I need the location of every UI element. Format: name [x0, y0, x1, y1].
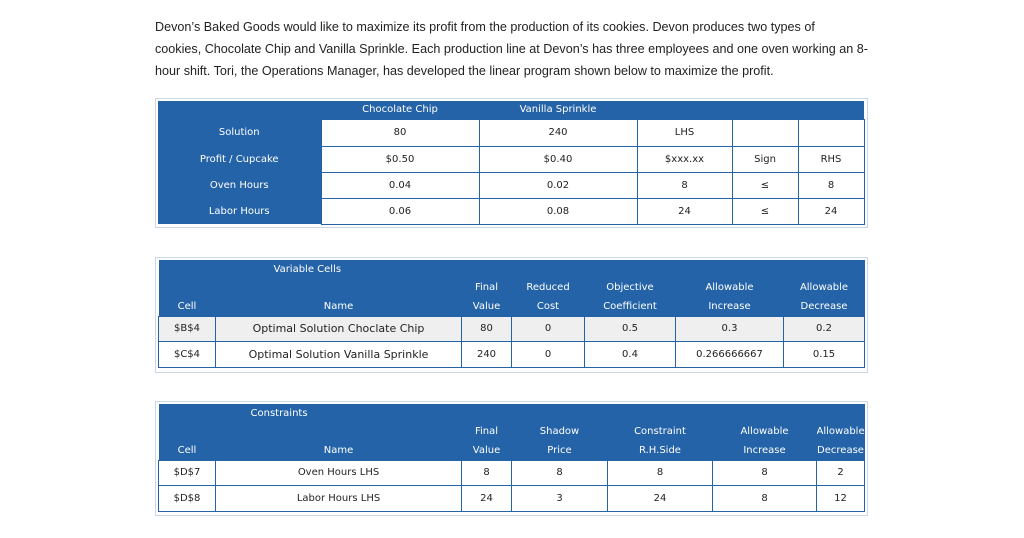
cell-increase: 8: [712, 459, 817, 486]
lp-cell: 80: [320, 118, 480, 147]
header-decrease-1: Allowable: [783, 278, 865, 297]
cell-final: 24: [461, 484, 512, 512]
cell-reduced: 0: [511, 340, 585, 368]
lp-table: Chocolate Chip Vanilla Sprinkle Solution…: [158, 101, 865, 225]
header-final-2: Value: [461, 297, 512, 316]
lp-cell: 8: [636, 171, 733, 199]
header-reduced-2: Cost: [511, 297, 585, 316]
cell-reduced: 0: [511, 315, 585, 342]
cell-ref: $C$4: [158, 340, 216, 368]
cell-name: Optimal Solution Choclate Chip: [215, 315, 462, 342]
lp-cell: ≤: [731, 197, 799, 225]
cell-shadow: 3: [511, 484, 608, 512]
constraints-title: Constraints: [215, 404, 462, 422]
lp-cell: 240: [478, 118, 638, 147]
cell-increase: 0.3: [675, 315, 784, 342]
table-row: $B$4 Optimal Solution Choclate Chip 80 0…: [158, 315, 865, 342]
lp-cell: [797, 118, 865, 147]
cell-final: 80: [461, 315, 512, 342]
header-reduced-1: Reduced: [511, 278, 585, 297]
header-cell: Cell: [158, 441, 216, 460]
header-decrease-1: Allowable: [816, 422, 865, 441]
header-shadow-2: Price: [511, 441, 608, 460]
header-objective-1: Objective: [584, 278, 676, 297]
header-final-2: Value: [461, 441, 512, 460]
cell-decrease: 0.2: [783, 315, 865, 342]
header-decrease-2: Decrease: [816, 441, 865, 460]
lp-cell: 0.06: [320, 197, 480, 225]
header-cell: Cell: [158, 297, 216, 316]
lp-cell: 0.02: [478, 171, 638, 199]
cell-ref: $D$8: [158, 484, 216, 512]
cell-shadow: 8: [511, 459, 608, 486]
constraints-table: Constraints Final Shadow Constraint Allo…: [158, 404, 865, 512]
cell-objective: 0.5: [584, 315, 676, 342]
header-decrease-2: Decrease: [783, 297, 865, 316]
lp-cell: ≤: [731, 171, 799, 199]
lp-row-label: Oven Hours: [158, 172, 321, 198]
cell-increase: 0.266666667: [675, 340, 784, 368]
header-increase-2: Increase: [675, 297, 784, 316]
intro-line-2: cookies, Chocolate Chip and Vanilla Spri…: [155, 42, 868, 56]
header-increase-2: Increase: [712, 441, 817, 460]
lp-cell: 8: [797, 171, 865, 199]
constraints-frame: [155, 401, 868, 516]
lp-header-vanilla-sprinkle: Vanilla Sprinkle: [479, 101, 637, 119]
table-row: $C$4 Optimal Solution Vanilla Sprinkle 2…: [158, 340, 865, 368]
header-increase-1: Allowable: [712, 422, 817, 441]
cell-rhs: 24: [607, 484, 713, 512]
lp-cell: $0.40: [478, 145, 638, 173]
cell-name: Oven Hours LHS: [215, 459, 462, 486]
variable-cells-title: Variable Cells: [215, 260, 462, 278]
lp-cell: 24: [636, 197, 733, 225]
lp-cell: RHS: [797, 145, 865, 173]
cell-name: Optimal Solution Vanilla Sprinkle: [215, 340, 462, 368]
cell-decrease: 0.15: [783, 340, 865, 368]
variable-cells-frame: [155, 257, 868, 373]
lp-cell: 0.04: [320, 171, 480, 199]
lp-cell: 0.08: [478, 197, 638, 225]
cell-ref: $B$4: [158, 315, 216, 342]
cell-increase: 8: [712, 484, 817, 512]
header-final-1: Final: [461, 278, 512, 297]
lp-cell: [731, 118, 799, 147]
header-shadow-1: Shadow: [511, 422, 608, 441]
intro-paragraph: Devon’s Baked Goods would like to maximi…: [155, 16, 875, 82]
cell-final: 240: [461, 340, 512, 368]
cell-decrease: 2: [816, 459, 865, 486]
cell-objective: 0.4: [584, 340, 676, 368]
lp-header-chocolate-chip: Chocolate Chip: [321, 101, 479, 119]
header-rhs-1: Constraint: [607, 422, 713, 441]
lp-cell: 24: [797, 197, 865, 225]
header-final-1: Final: [461, 422, 512, 441]
lp-cell: $xxx.xx: [636, 145, 733, 173]
variable-cells-table: Variable Cells Final Reduced Objective A…: [158, 260, 865, 368]
lp-table-frame: [155, 98, 868, 228]
header-objective-2: Coefficient: [584, 297, 676, 316]
cell-decrease: 12: [816, 484, 865, 512]
lp-cell: Sign: [731, 145, 799, 173]
lp-row-label: Solution: [158, 119, 321, 146]
cell-rhs: 8: [607, 459, 713, 486]
header-name: Name: [215, 297, 462, 316]
cell-name: Labor Hours LHS: [215, 484, 462, 512]
intro-line-3: hour shift. Tori, the Operations Manager…: [155, 64, 774, 78]
lp-cell: $0.50: [320, 145, 480, 173]
lp-row-label: Labor Hours: [158, 198, 321, 224]
cell-ref: $D$7: [158, 459, 216, 486]
lp-cell: LHS: [636, 118, 733, 147]
table-row: $D$8 Labor Hours LHS 24 3 24 8 12: [158, 484, 865, 512]
header-name: Name: [215, 441, 462, 460]
header-rhs-2: R.H.Side: [607, 441, 713, 460]
intro-line-1: Devon’s Baked Goods would like to maximi…: [155, 20, 815, 34]
cell-final: 8: [461, 459, 512, 486]
lp-row-label: Profit / Cupcake: [158, 146, 321, 172]
table-row: $D$7 Oven Hours LHS 8 8 8 8 2: [158, 459, 865, 486]
header-increase-1: Allowable: [675, 278, 784, 297]
